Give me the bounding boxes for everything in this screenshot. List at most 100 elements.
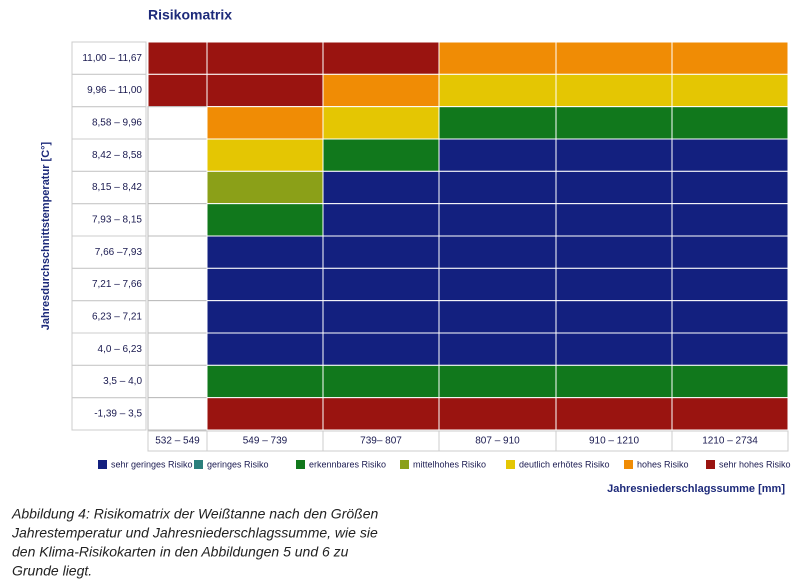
heatmap-cell <box>555 203 673 237</box>
heatmap-cell <box>555 364 673 399</box>
heatmap-cell <box>671 203 789 237</box>
heatmap-cell <box>671 332 789 366</box>
heatmap-cell <box>147 106 208 140</box>
heatmap-cell <box>206 203 324 237</box>
heatmap-cell <box>147 138 208 172</box>
heatmap-cell <box>147 73 208 108</box>
y-label-box <box>71 397 147 431</box>
heatmap-cell <box>438 235 557 269</box>
heatmap-cell <box>206 170 324 205</box>
y-tick-label: 8,42 – 8,58 <box>92 150 142 161</box>
heatmap-cell <box>206 73 324 108</box>
x-tick-label: 807 – 910 <box>475 436 520 447</box>
legend-label: sehr hohes Risiko <box>719 459 791 469</box>
heatmap-cell <box>438 364 557 399</box>
x-label-box <box>671 430 789 452</box>
heatmap-cell <box>206 300 324 334</box>
heatmap-cell <box>555 235 673 269</box>
y-tick-label: 7,66 –7,93 <box>95 247 143 258</box>
heatmap-cell <box>322 235 440 269</box>
heatmap-cell <box>322 41 440 75</box>
heatmap-cell <box>671 300 789 334</box>
heatmap-cell <box>322 203 440 237</box>
y-tick-label: 8,15 – 8,42 <box>92 182 142 193</box>
heatmap-cell <box>555 397 673 431</box>
heatmap-cell <box>147 364 208 399</box>
heatmap-cell <box>438 397 557 431</box>
y-tick-label: 4,0 – 6,23 <box>98 344 143 355</box>
heatmap-cell <box>206 235 324 269</box>
heatmap-cell <box>671 41 789 75</box>
heatmap-cell <box>147 300 208 334</box>
heatmap-cell <box>322 73 440 108</box>
heatmap-cell <box>555 267 673 302</box>
heatmap-cell <box>438 138 557 172</box>
x-axis-label: Jahresniederschlagssumme [mm] <box>607 483 785 495</box>
heatmap-cell <box>438 73 557 108</box>
heatmap-cell <box>322 332 440 366</box>
heatmap-cell <box>438 203 557 237</box>
heatmap-cell <box>147 41 208 75</box>
caption-line: Abbildung 4: Risikomatrix der Weißtanne … <box>11 506 378 522</box>
heatmap-cell <box>555 73 673 108</box>
heatmap-cell <box>555 41 673 75</box>
x-tick-label: 549 – 739 <box>243 436 288 447</box>
legend-swatch <box>624 460 633 469</box>
legend-label: hohes Risiko <box>637 459 689 469</box>
y-tick-label: 6,23 – 7,21 <box>92 311 142 322</box>
heatmap-cell <box>206 332 324 366</box>
y-tick-label: 11,00 – 11,67 <box>82 53 142 64</box>
heatmap-cell <box>206 138 324 172</box>
heatmap-cell <box>438 332 557 366</box>
legend-swatch <box>506 460 515 469</box>
x-tick-label: 532 – 549 <box>155 436 200 447</box>
heatmap-cell <box>671 73 789 108</box>
heatmap-cell <box>322 267 440 302</box>
legend-swatch <box>194 460 203 469</box>
caption-line: den Klima-Risikokarten in den Abbildunge… <box>12 544 349 560</box>
chart-title: Risikomatrix <box>148 7 232 23</box>
legend-swatch <box>706 460 715 469</box>
x-tick-label: 910 – 1210 <box>589 436 639 447</box>
heatmap-cell <box>322 170 440 205</box>
legend-label: deutlich erhötes Risiko <box>519 459 610 469</box>
heatmap-cell <box>671 170 789 205</box>
heatmap-cell <box>671 364 789 399</box>
heatmap-cell <box>206 397 324 431</box>
heatmap-cell <box>147 170 208 205</box>
caption-line: Jahrestemperatur und Jahresniederschlags… <box>11 525 378 541</box>
heatmap-cell <box>206 41 324 75</box>
heatmap-cell <box>438 267 557 302</box>
legend-label: sehr geringes Risiko <box>111 459 193 469</box>
heatmap-cell <box>671 106 789 140</box>
heatmap-cell <box>671 138 789 172</box>
y-tick-label: 7,21 – 7,66 <box>92 279 142 290</box>
heatmap-cell <box>671 397 789 431</box>
heatmap-cell <box>555 170 673 205</box>
x-tick-label: 739– 807 <box>360 436 402 447</box>
heatmap-cell <box>206 106 324 140</box>
legend-swatch <box>98 460 107 469</box>
heatmap-cell <box>555 138 673 172</box>
heatmap-cell <box>322 300 440 334</box>
y-tick-label: 3,5 – 4,0 <box>103 376 142 387</box>
legend-label: geringes Risiko <box>207 459 269 469</box>
heatmap-cell <box>438 170 557 205</box>
heatmap-cell <box>147 332 208 366</box>
heatmap-cell <box>555 332 673 366</box>
y-tick-label: 8,58 – 9,96 <box>92 117 142 128</box>
heatmap-cell <box>147 203 208 237</box>
heatmap-cell <box>206 267 324 302</box>
x-tick-label: 1210 – 2734 <box>702 436 758 447</box>
y-tick-label: 7,93 – 8,15 <box>92 214 142 225</box>
caption-line: Grunde liegt. <box>12 563 92 579</box>
heatmap-cell <box>671 235 789 269</box>
heatmap-cell <box>147 235 208 269</box>
heatmap-cell <box>555 106 673 140</box>
heatmap-cell <box>147 397 208 431</box>
heatmap-cell <box>438 300 557 334</box>
y-tick-label: 9,96 – 11,00 <box>87 85 142 96</box>
heatmap-cell <box>322 364 440 399</box>
heatmap-cell <box>555 300 673 334</box>
